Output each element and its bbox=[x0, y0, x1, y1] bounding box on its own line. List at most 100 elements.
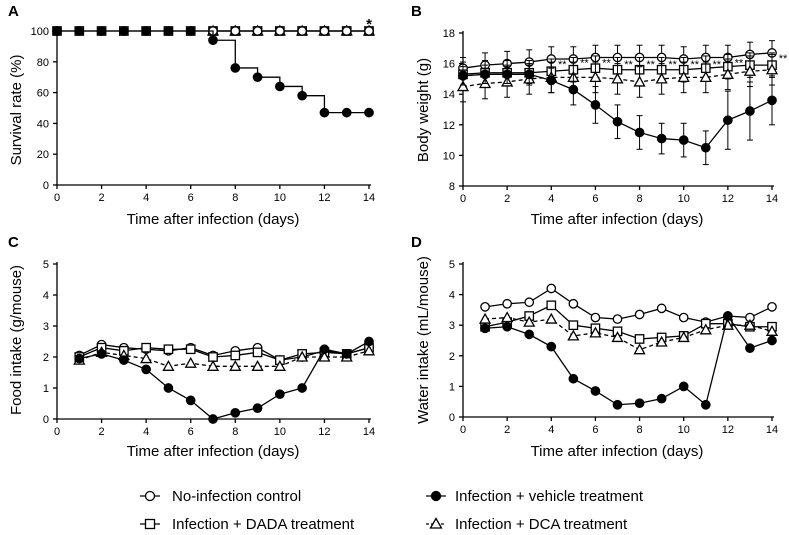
data-point-c-infection-dada-treatment-4 bbox=[141, 342, 151, 353]
data-point-c-infection-dada-treatment-6 bbox=[185, 344, 196, 355]
y-tick-label-b-8: 8 bbox=[449, 181, 455, 193]
data-point-d-infection-vehicle-treatment-13 bbox=[745, 343, 755, 353]
x-tick-label-d-12: 12 bbox=[722, 424, 734, 436]
panel-label-c: C bbox=[8, 234, 19, 251]
x-tick-label-d-8: 8 bbox=[637, 424, 643, 436]
data-point-d-infection-dca-treatment-9 bbox=[655, 335, 668, 347]
x-axis-label-b: Time after infection (days) bbox=[531, 211, 704, 228]
y-axis-label-d: Water intake (mL/mouse) bbox=[415, 256, 432, 424]
data-point-c-infection-dada-treatment-7 bbox=[208, 352, 218, 362]
data-point-c-infection-dca-treatment-7 bbox=[206, 359, 220, 371]
x-tick-label-d-6: 6 bbox=[592, 424, 598, 436]
x-tick-label-a-10: 10 bbox=[274, 192, 286, 204]
series-d-infection-vehicle-treatment bbox=[480, 311, 777, 410]
legend-item-vehicle: Infection + vehicle treatment bbox=[426, 488, 644, 505]
data-point-a-no-infection-control-9 bbox=[252, 26, 263, 36]
data-point-c-infection-vehicle-treatment-6 bbox=[185, 395, 196, 406]
data-point-d-no-infection-control-2 bbox=[502, 298, 512, 309]
y-tick-label-d-1: 1 bbox=[449, 381, 455, 393]
data-point-c-infection-vehicle-treatment-12 bbox=[319, 344, 330, 355]
data-point-c-infection-vehicle-treatment-9 bbox=[252, 403, 263, 413]
y-tick-label-a-0: 0 bbox=[43, 180, 49, 192]
annotation-b-4: ** bbox=[646, 59, 655, 71]
legend-marker-dada bbox=[144, 518, 156, 530]
panel-b: B Time after infection (days) Body weigh… bbox=[411, 3, 703, 228]
data-point-b-infection-dca-treatment-12 bbox=[721, 67, 734, 79]
data-point-b-infection-dca-treatment-11 bbox=[699, 71, 712, 83]
data-point-a-infection-vehicle-treatment-2 bbox=[96, 26, 107, 36]
annotation-b-5: ** bbox=[668, 59, 677, 71]
x-tick-label-a-6: 6 bbox=[188, 192, 194, 204]
data-point-d-no-infection-control-9 bbox=[656, 303, 667, 314]
data-point-d-infection-dca-treatment-10 bbox=[677, 331, 690, 343]
data-point-c-infection-dca-treatment-8 bbox=[229, 359, 242, 371]
x-tick-label-b-12: 12 bbox=[722, 193, 734, 205]
x-tick-label-a-0: 0 bbox=[54, 192, 60, 204]
data-point-d-infection-vehicle-treatment-2 bbox=[502, 321, 512, 332]
data-point-d-no-infection-control-6 bbox=[590, 312, 601, 323]
x-tick-label-c-6: 6 bbox=[188, 426, 194, 438]
y-tick-label-c-0: 0 bbox=[43, 414, 49, 426]
x-tick-label-b-0: 0 bbox=[460, 193, 466, 205]
data-point-d-infection-dca-treatment-1 bbox=[478, 312, 492, 324]
data-point-d-infection-dca-treatment-8 bbox=[633, 343, 646, 355]
legend-item-control: No-infection control bbox=[140, 488, 301, 505]
legend-marker-dca bbox=[429, 517, 443, 529]
data-point-a-infection-vehicle-treatment-8 bbox=[230, 63, 241, 73]
y-axis-label-a: Survival rate (%) bbox=[8, 55, 25, 166]
data-point-d-infection-vehicle-treatment-5 bbox=[568, 373, 579, 384]
data-point-d-infection-vehicle-treatment-8 bbox=[634, 398, 645, 409]
y-tick-label-a-100: 100 bbox=[31, 26, 49, 38]
data-point-d-infection-vehicle-treatment-3 bbox=[524, 329, 535, 340]
data-point-a-no-infection-control-13 bbox=[341, 26, 352, 36]
data-point-a-no-infection-control-14 bbox=[364, 26, 374, 36]
data-point-d-infection-vehicle-treatment-12 bbox=[723, 311, 733, 321]
data-point-b-infection-dca-treatment-6 bbox=[589, 71, 602, 83]
y-tick-label-a-60: 60 bbox=[37, 88, 49, 100]
annotation-a-0: * bbox=[366, 16, 372, 33]
data-point-b-infection-vehicle-treatment-13 bbox=[745, 106, 755, 116]
x-tick-label-a-8: 8 bbox=[232, 192, 238, 204]
legend-label-vehicle: Infection + vehicle treatment bbox=[455, 488, 644, 505]
annotation-b-7: ** bbox=[713, 59, 722, 71]
data-point-b-infection-dca-treatment-8 bbox=[633, 75, 646, 87]
x-tick-label-d-14: 14 bbox=[766, 424, 778, 436]
data-point-d-no-infection-control-3 bbox=[524, 297, 535, 308]
data-point-a-no-infection-control-11 bbox=[297, 26, 307, 36]
y-tick-label-b-12: 12 bbox=[443, 120, 455, 132]
panel-label-d: D bbox=[411, 234, 422, 251]
legend-label-dca: Infection + DCA treatment bbox=[455, 516, 628, 533]
plot-b: 0 2 4 6 8 10 12 14 8 10 12 14 16 18 ** ** ** ** ** ** ** ** **… bbox=[443, 28, 788, 205]
x-tick-label-c-2: 2 bbox=[99, 426, 105, 438]
data-point-d-no-infection-control-10 bbox=[678, 312, 689, 323]
y-tick-label-d-0: 0 bbox=[449, 412, 455, 424]
plot-a: 0 2 4 6 8 10 12 14 0 20 40 60 80 100 * bbox=[31, 16, 375, 204]
data-point-b-infection-vehicle-treatment-5 bbox=[568, 84, 579, 95]
y-tick-label-b-16: 16 bbox=[443, 59, 455, 71]
legend-item-dada: Infection + DADA treatment bbox=[140, 516, 355, 533]
y-tick-label-d-4: 4 bbox=[449, 290, 455, 302]
data-point-d-infection-vehicle-treatment-4 bbox=[546, 341, 557, 352]
data-point-b-infection-dca-treatment-14 bbox=[765, 63, 779, 75]
y-tick-label-a-40: 40 bbox=[37, 118, 49, 130]
legend-item-dca: Infection + DCA treatment bbox=[426, 516, 628, 533]
x-tick-label-c-8: 8 bbox=[232, 426, 238, 438]
data-point-d-no-infection-control-4 bbox=[546, 283, 557, 294]
data-point-d-infection-dca-treatment-11 bbox=[699, 323, 712, 335]
data-point-b-infection-dca-treatment-10 bbox=[677, 71, 690, 83]
x-tick-label-c-10: 10 bbox=[274, 426, 286, 438]
data-point-d-infection-vehicle-treatment-1 bbox=[480, 323, 490, 334]
data-point-b-infection-vehicle-treatment-12 bbox=[723, 115, 733, 126]
data-point-c-infection-vehicle-treatment-1 bbox=[74, 353, 85, 364]
annotation-b-1: ** bbox=[580, 58, 589, 70]
data-point-d-infection-dada-treatment-5 bbox=[568, 320, 579, 331]
data-point-d-infection-vehicle-treatment-7 bbox=[612, 399, 623, 410]
data-point-c-infection-vehicle-treatment-4 bbox=[141, 364, 151, 375]
y-tick-label-c-4: 4 bbox=[43, 290, 49, 302]
data-point-c-infection-dca-treatment-9 bbox=[251, 359, 264, 371]
series-a-no-infection-control bbox=[208, 26, 374, 36]
data-point-a-infection-vehicle-treatment-12 bbox=[319, 107, 330, 118]
panel-a: A Time after infection (days) Survival r… bbox=[8, 3, 299, 228]
y-axis-label-c: Food intake (g/mouse) bbox=[8, 265, 25, 415]
